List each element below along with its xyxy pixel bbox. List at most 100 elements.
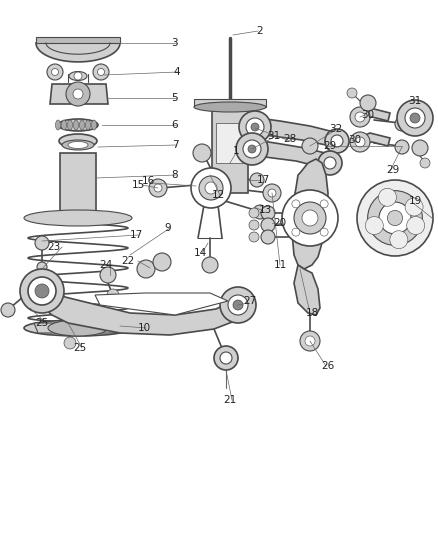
- Circle shape: [100, 267, 116, 283]
- Circle shape: [407, 216, 425, 235]
- Text: 28: 28: [283, 134, 297, 144]
- Circle shape: [37, 262, 47, 272]
- Circle shape: [365, 216, 383, 235]
- Circle shape: [294, 202, 326, 234]
- Ellipse shape: [80, 120, 85, 130]
- Circle shape: [202, 257, 218, 273]
- Circle shape: [318, 151, 342, 175]
- Circle shape: [228, 295, 248, 315]
- Ellipse shape: [69, 71, 87, 80]
- Circle shape: [261, 230, 275, 244]
- Circle shape: [93, 64, 109, 80]
- Circle shape: [205, 182, 217, 194]
- Circle shape: [154, 184, 162, 192]
- Circle shape: [220, 352, 232, 364]
- Circle shape: [28, 277, 56, 305]
- Circle shape: [251, 123, 259, 131]
- Text: 19: 19: [408, 196, 422, 206]
- Text: 12: 12: [212, 190, 225, 200]
- Circle shape: [268, 189, 276, 197]
- Circle shape: [397, 100, 433, 136]
- Circle shape: [47, 64, 63, 80]
- Ellipse shape: [85, 120, 91, 130]
- Circle shape: [410, 113, 420, 123]
- Circle shape: [137, 260, 155, 278]
- Text: 25: 25: [35, 318, 49, 328]
- Circle shape: [243, 140, 261, 158]
- Circle shape: [412, 140, 428, 156]
- Ellipse shape: [67, 120, 73, 130]
- Text: 10: 10: [138, 323, 151, 333]
- Circle shape: [52, 69, 59, 76]
- Circle shape: [355, 112, 365, 122]
- Ellipse shape: [61, 120, 67, 130]
- Ellipse shape: [48, 320, 108, 336]
- Text: 31: 31: [267, 131, 281, 141]
- Circle shape: [233, 300, 243, 310]
- Circle shape: [379, 202, 411, 234]
- Circle shape: [249, 232, 259, 242]
- Circle shape: [282, 190, 338, 246]
- Text: 17: 17: [256, 175, 270, 185]
- Circle shape: [324, 157, 336, 169]
- Circle shape: [250, 173, 264, 187]
- Circle shape: [236, 133, 268, 165]
- Text: 29: 29: [323, 141, 337, 151]
- Text: 13: 13: [258, 205, 272, 215]
- Text: 6: 6: [172, 120, 178, 130]
- Ellipse shape: [92, 120, 96, 130]
- Circle shape: [357, 180, 433, 256]
- Polygon shape: [356, 108, 390, 121]
- Circle shape: [325, 129, 349, 153]
- Polygon shape: [216, 123, 244, 163]
- Text: 11: 11: [273, 260, 286, 270]
- Text: 8: 8: [172, 170, 178, 180]
- Circle shape: [107, 289, 119, 301]
- Text: 31: 31: [408, 96, 422, 106]
- Circle shape: [347, 88, 357, 98]
- Ellipse shape: [59, 134, 97, 148]
- Text: 2: 2: [257, 26, 263, 36]
- Text: 23: 23: [47, 242, 60, 252]
- Polygon shape: [194, 99, 266, 107]
- Circle shape: [248, 145, 256, 153]
- Polygon shape: [95, 293, 228, 315]
- Circle shape: [320, 228, 328, 236]
- Text: 9: 9: [165, 223, 171, 233]
- Circle shape: [420, 158, 430, 168]
- Circle shape: [249, 220, 259, 230]
- Circle shape: [149, 179, 167, 197]
- Circle shape: [292, 200, 300, 208]
- Ellipse shape: [24, 210, 132, 226]
- Circle shape: [395, 140, 409, 154]
- Text: 30: 30: [361, 110, 374, 120]
- Circle shape: [73, 89, 83, 99]
- Polygon shape: [36, 37, 120, 43]
- Ellipse shape: [62, 140, 94, 150]
- Circle shape: [350, 107, 370, 127]
- Circle shape: [350, 132, 370, 152]
- Text: 4: 4: [174, 67, 180, 77]
- Circle shape: [331, 135, 343, 147]
- Ellipse shape: [68, 141, 88, 149]
- Circle shape: [214, 346, 238, 370]
- Text: 24: 24: [99, 260, 113, 270]
- Polygon shape: [294, 265, 320, 315]
- Text: 17: 17: [129, 230, 143, 240]
- Polygon shape: [50, 84, 108, 104]
- Polygon shape: [30, 285, 250, 335]
- Text: 32: 32: [329, 124, 343, 134]
- Polygon shape: [245, 140, 335, 167]
- Polygon shape: [356, 133, 390, 146]
- Ellipse shape: [74, 120, 78, 130]
- Ellipse shape: [24, 320, 132, 336]
- Circle shape: [35, 236, 49, 250]
- Polygon shape: [196, 171, 228, 205]
- Text: 16: 16: [141, 176, 155, 186]
- Text: 7: 7: [172, 140, 178, 150]
- Text: 27: 27: [244, 296, 257, 306]
- Ellipse shape: [56, 120, 60, 130]
- Text: 5: 5: [172, 93, 178, 103]
- Circle shape: [405, 198, 423, 216]
- Circle shape: [292, 228, 300, 236]
